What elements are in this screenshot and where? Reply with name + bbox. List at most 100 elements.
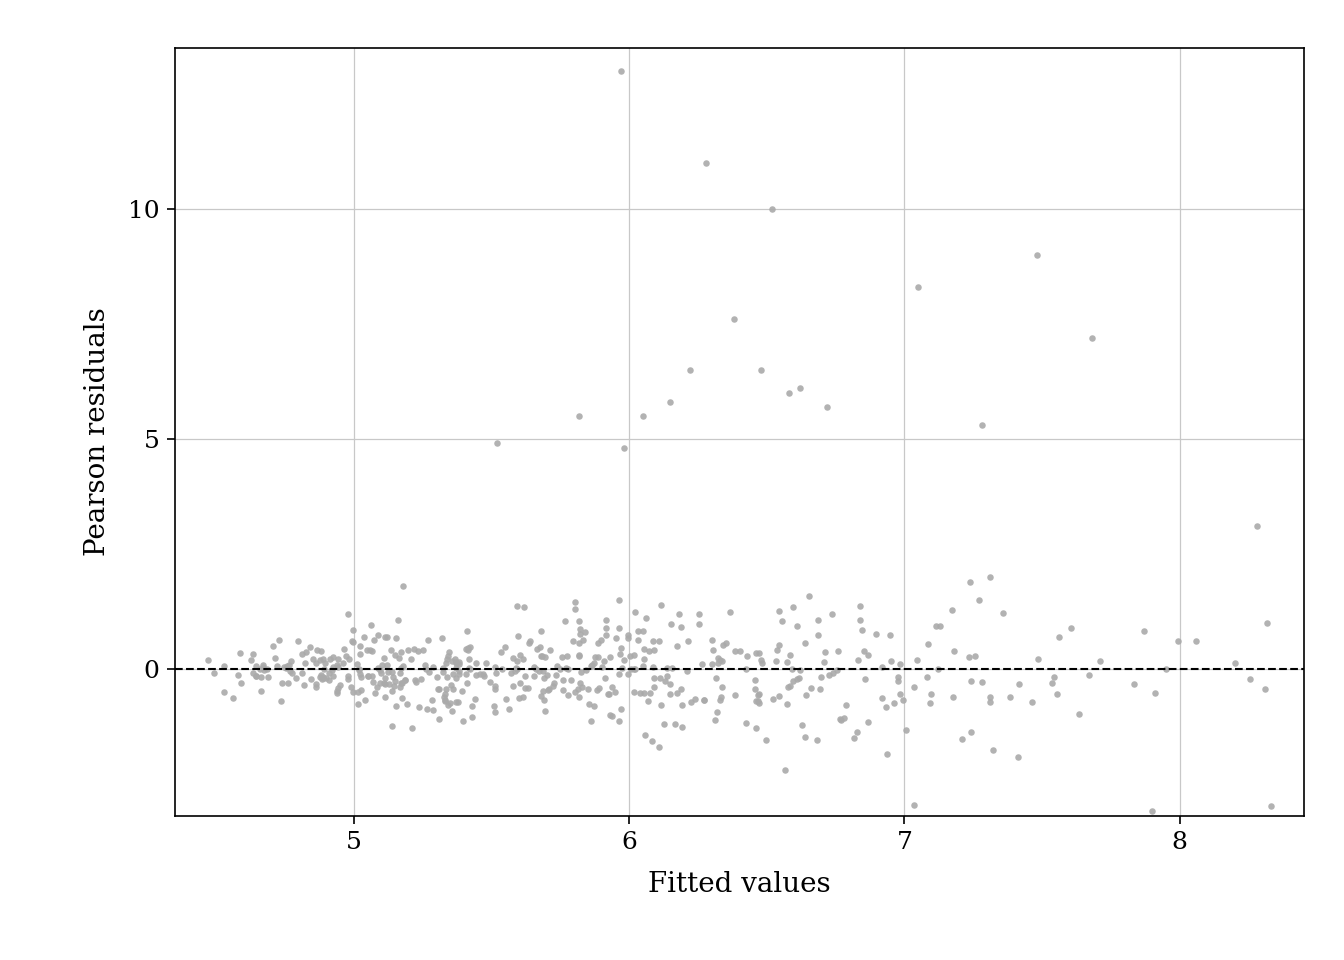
Y-axis label: Pearson residuals: Pearson residuals: [85, 307, 112, 557]
Point: [484, 659, 505, 674]
Point: [523, 668, 544, 684]
Point: [422, 703, 444, 718]
Point: [866, 626, 887, 641]
Point: [668, 607, 689, 622]
Point: [276, 659, 297, 674]
Point: [980, 569, 1001, 585]
Point: [821, 665, 843, 681]
Point: [464, 691, 485, 707]
Point: [439, 677, 461, 692]
Point: [449, 663, 470, 679]
Point: [610, 63, 632, 79]
Point: [574, 625, 595, 640]
Point: [599, 650, 621, 665]
Point: [374, 675, 395, 690]
Point: [371, 658, 392, 673]
Point: [534, 671, 555, 686]
Point: [653, 716, 675, 732]
Point: [570, 664, 591, 680]
Point: [958, 650, 980, 665]
Point: [875, 700, 896, 715]
Point: [376, 630, 398, 645]
Point: [362, 643, 383, 659]
Point: [535, 649, 556, 664]
Point: [409, 700, 430, 715]
Point: [245, 668, 266, 684]
Point: [437, 651, 458, 666]
Point: [751, 655, 773, 670]
Point: [632, 659, 653, 674]
Point: [327, 681, 348, 696]
Point: [445, 656, 466, 671]
Point: [438, 697, 460, 712]
Point: [519, 636, 540, 651]
Point: [624, 605, 645, 620]
Point: [382, 718, 403, 733]
Point: [410, 672, 431, 687]
Point: [551, 649, 573, 664]
Point: [441, 653, 462, 668]
Point: [341, 634, 363, 649]
Point: [644, 670, 665, 685]
Point: [528, 663, 550, 679]
Point: [1141, 804, 1163, 819]
Point: [1122, 676, 1144, 691]
Point: [660, 676, 681, 691]
Point: [665, 716, 687, 732]
Point: [543, 675, 564, 690]
Point: [833, 710, 855, 726]
Point: [512, 689, 534, 705]
Point: [320, 651, 341, 666]
Point: [1042, 676, 1063, 691]
Point: [849, 612, 871, 627]
Point: [970, 418, 992, 433]
Point: [887, 669, 909, 684]
Point: [251, 669, 273, 684]
Point: [507, 629, 528, 644]
Point: [503, 678, 524, 693]
Point: [769, 687, 790, 703]
Point: [532, 693, 554, 708]
Point: [595, 612, 617, 628]
Point: [1048, 630, 1070, 645]
Point: [712, 636, 734, 652]
Point: [609, 713, 630, 729]
Point: [349, 667, 371, 683]
Point: [382, 684, 403, 699]
Point: [333, 641, 355, 657]
Point: [711, 689, 732, 705]
Point: [810, 669, 832, 684]
Point: [766, 642, 788, 658]
Point: [695, 156, 716, 171]
Point: [747, 693, 769, 708]
Point: [649, 739, 671, 755]
Point: [586, 683, 607, 698]
Point: [449, 657, 470, 672]
Point: [415, 658, 437, 673]
Point: [814, 644, 836, 660]
Point: [456, 641, 477, 657]
Point: [364, 685, 386, 701]
Point: [375, 689, 396, 705]
Point: [349, 683, 371, 698]
Point: [413, 642, 434, 658]
Point: [587, 649, 609, 664]
Point: [380, 642, 402, 658]
Point: [571, 633, 593, 648]
Point: [1144, 685, 1165, 701]
Point: [708, 650, 730, 665]
Point: [245, 659, 266, 674]
Point: [388, 665, 410, 681]
Point: [435, 669, 457, 684]
Point: [633, 685, 655, 701]
Point: [929, 618, 950, 634]
Point: [581, 659, 602, 674]
Point: [589, 681, 610, 696]
Point: [558, 687, 579, 703]
Point: [426, 669, 448, 684]
Point: [552, 673, 574, 688]
Point: [1255, 681, 1277, 696]
Point: [374, 677, 395, 692]
Point: [296, 645, 317, 660]
Point: [796, 687, 817, 703]
